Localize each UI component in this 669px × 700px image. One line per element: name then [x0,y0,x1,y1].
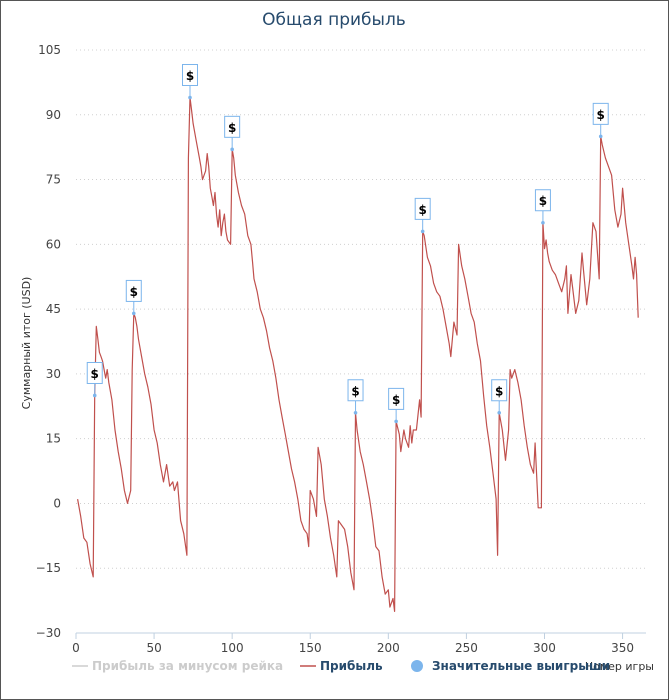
big-win-flag[interactable]: $ [592,102,609,139]
y-tick-label: 60 [46,237,61,251]
big-win-flag-label: $ [351,384,359,398]
y-tick-label: 30 [46,367,61,381]
big-win-flag[interactable]: $ [125,279,142,316]
y-axis-title: Суммарный итог (USD) [20,277,33,410]
y-tick-label: 15 [46,432,61,446]
big-win-flag-label: $ [91,367,99,381]
y-tick-label: 45 [46,302,61,316]
big-win-flag-label: $ [495,384,503,398]
x-axis: 0 50 100 150 200 250 300 350 [72,632,646,655]
x-tick-label: 50 [146,641,161,655]
chart-title: Общая прибыль [262,10,406,30]
big-win-flag[interactable]: $ [414,197,431,234]
legend-label: Значительные выигрыши [432,659,610,673]
big-win-flag-label: $ [186,69,194,83]
y-tick-label: 90 [46,108,61,122]
x-tick-label: 350 [611,641,634,655]
profit-line [77,96,639,612]
x-tick-label: 300 [533,641,556,655]
x-tick-label: 0 [72,641,80,655]
y-tick-label: 105 [38,43,61,57]
y-tick-label: −15 [36,561,61,575]
legend[interactable]: Прибыль за минусом рейка Прибыль Значитель… [72,659,610,673]
y-tick-label: 75 [46,173,61,187]
big-win-flag-label: $ [392,393,400,407]
y-tick-label: −30 [36,626,61,640]
big-win-flag-label: $ [228,121,236,135]
x-tick-label: 150 [299,641,322,655]
big-win-flag[interactable]: $ [86,361,103,398]
big-win-flag-label: $ [419,203,427,217]
legend-item[interactable]: Прибыль за минусом рейка [72,659,283,673]
flags-layer: $ $ $ $ $ $ $ $ $ $ [86,64,609,424]
big-win-flag-label: $ [597,108,605,122]
big-win-flag[interactable]: $ [224,115,241,152]
x-tick-label: 250 [455,641,478,655]
y-axis-ticks: −30 −15 0 15 30 45 60 75 90 105 [36,43,61,640]
legend-label: Прибыль за минусом рейка [92,659,283,673]
big-win-flag[interactable]: $ [182,64,198,100]
big-win-flag[interactable]: $ [347,379,364,415]
big-win-flag[interactable]: $ [491,379,508,415]
y-tick-label: 0 [53,496,61,510]
grid-lines [76,49,646,634]
legend-label: Прибыль [320,659,383,673]
series-layer [77,96,639,612]
big-win-flag[interactable]: $ [388,387,405,424]
x-tick-label: 200 [377,641,400,655]
big-win-flag-label: $ [539,194,547,208]
x-tick-label: 100 [221,641,244,655]
legend-item[interactable]: Значительные выигрыши [411,659,610,673]
big-win-flag-label: $ [130,285,138,299]
big-win-flag[interactable]: $ [534,189,551,225]
legend-item[interactable]: Прибыль [300,659,383,673]
x-axis-title: Номер игры [585,660,654,673]
